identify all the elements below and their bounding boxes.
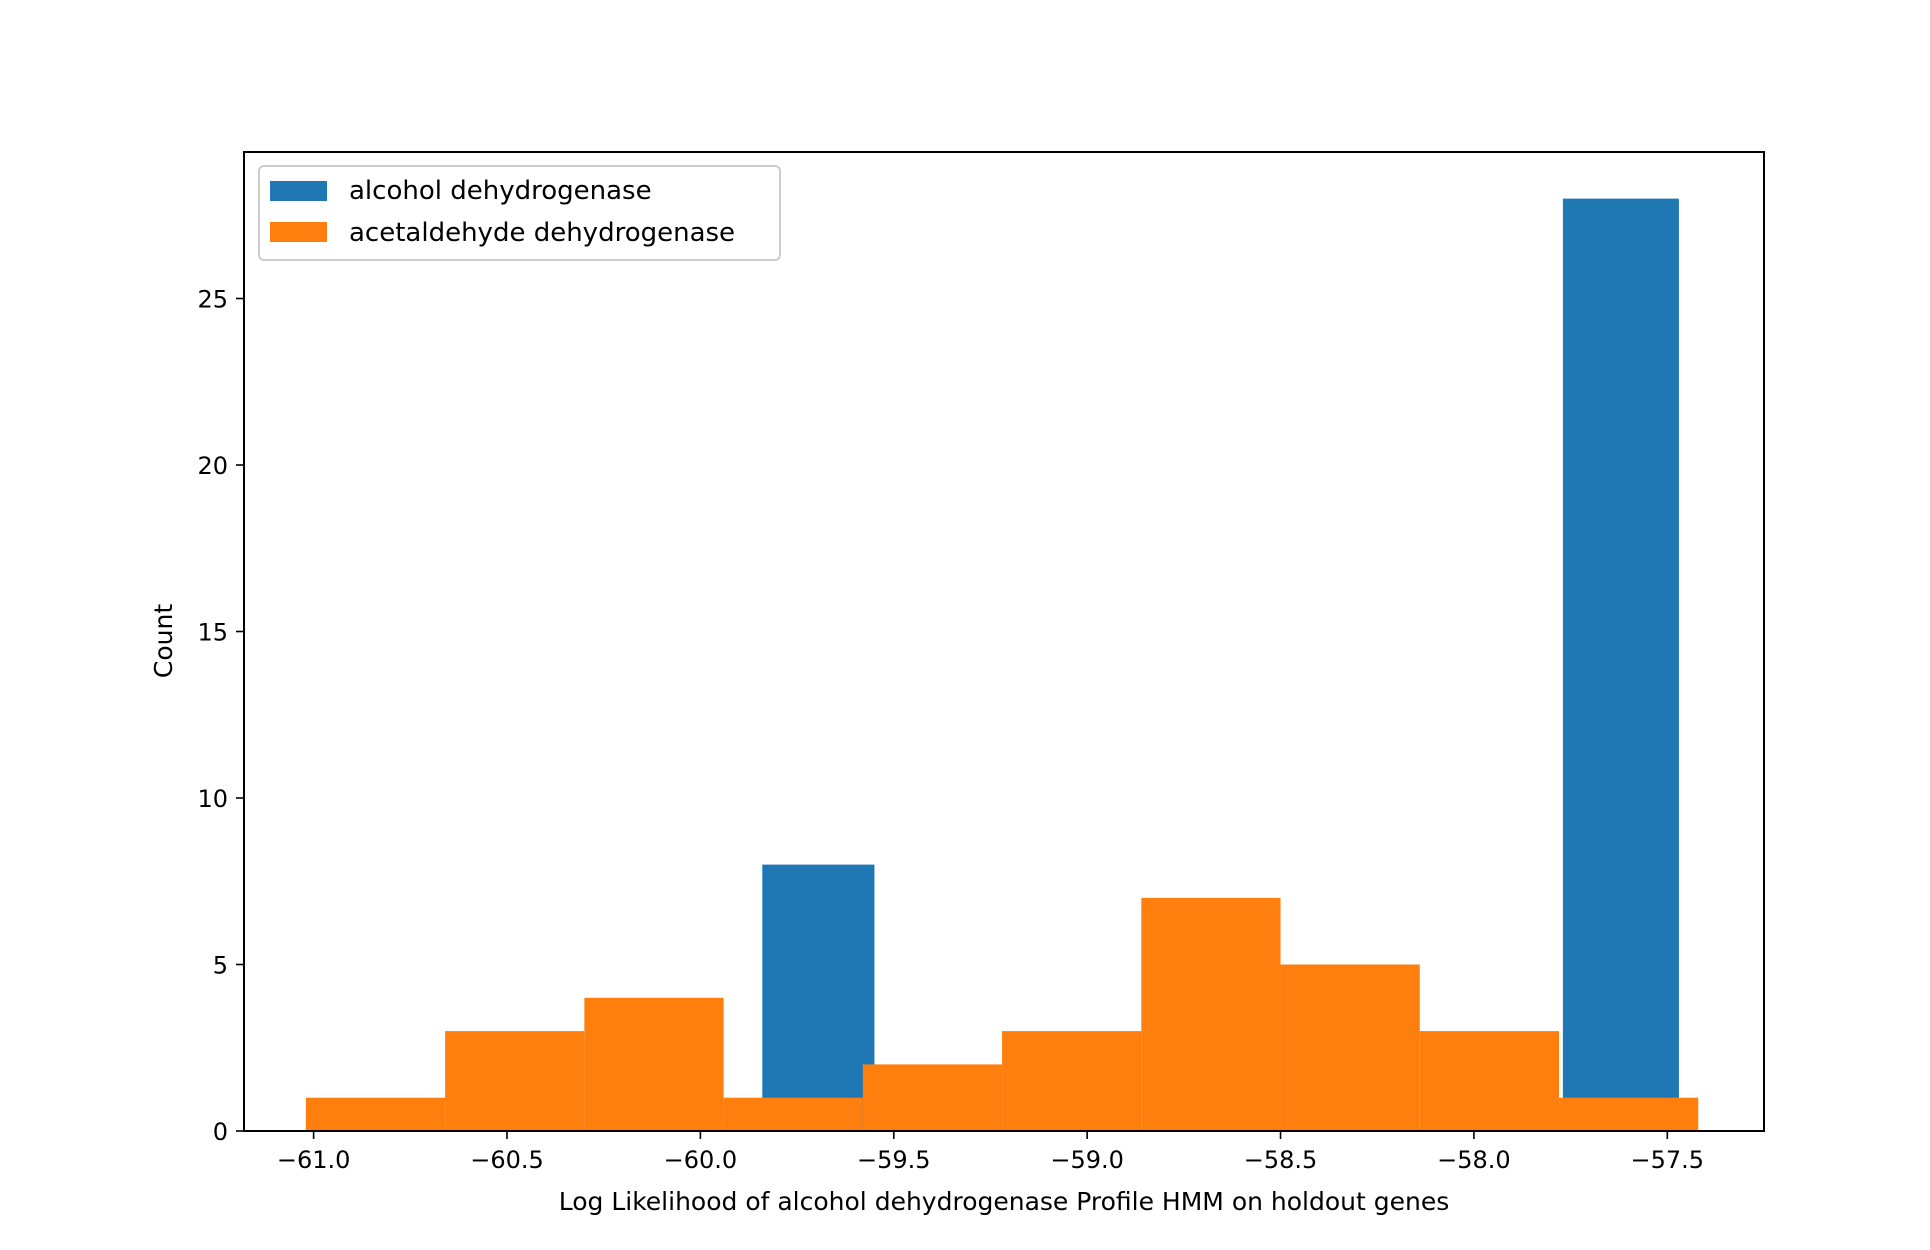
bar-acetaldehyde-dehydrogenase-5 bbox=[1002, 1031, 1142, 1131]
x-tick-label: −61.0 bbox=[277, 1146, 351, 1174]
y-tick-label: 0 bbox=[213, 1118, 228, 1146]
y-axis-label: Count bbox=[149, 604, 178, 678]
bar-acetaldehyde-dehydrogenase-0 bbox=[305, 1097, 446, 1131]
plot-frame bbox=[243, 151, 1765, 1132]
bar-acetaldehyde-dehydrogenase-3 bbox=[723, 1097, 863, 1131]
y-tick-label: 15 bbox=[197, 619, 228, 647]
y-axis: 0 5 10 15 20 25 bbox=[197, 286, 244, 1146]
x-tick-label: −60.5 bbox=[470, 1146, 544, 1174]
bar-alcohol-dehydrogenase-1 bbox=[1562, 198, 1679, 1132]
legend-box bbox=[258, 165, 781, 261]
x-tick-label: −59.5 bbox=[857, 1146, 931, 1174]
legend: alcohol dehydrogenase acetaldehyde dehyd… bbox=[258, 165, 781, 261]
y-tick-label: 20 bbox=[197, 452, 228, 480]
bar-alcohol-dehydrogenase-0 bbox=[762, 864, 875, 1131]
legend-label-acetaldehyde-dehydrogenase: acetaldehyde dehydrogenase bbox=[349, 218, 735, 248]
x-tick-label: −58.5 bbox=[1244, 1146, 1318, 1174]
x-tick-label: −60.0 bbox=[664, 1146, 738, 1174]
x-tick-label: −58.0 bbox=[1437, 1146, 1511, 1174]
bar-acetaldehyde-dehydrogenase-4 bbox=[862, 1064, 1003, 1131]
bar-acetaldehyde-dehydrogenase-1 bbox=[445, 1031, 585, 1131]
x-axis: −61.0 −60.5 −60.0 −59.5 −59.0 −58.5 −58.0 −57.5 bbox=[277, 1131, 1704, 1174]
legend-swatch-alcohol-dehydrogenase bbox=[270, 181, 327, 201]
x-axis-label: Log Likelihood of alcohol dehydrogenase … bbox=[559, 1187, 1450, 1216]
bar-acetaldehyde-dehydrogenase-7 bbox=[1280, 964, 1420, 1131]
y-tick-label: 10 bbox=[197, 785, 228, 813]
bar-acetaldehyde-dehydrogenase-2 bbox=[584, 997, 724, 1131]
x-tick-label: −59.0 bbox=[1050, 1146, 1124, 1174]
y-tick-label: 25 bbox=[197, 286, 228, 314]
bars-layer bbox=[305, 198, 1699, 1132]
x-tick-label: −57.5 bbox=[1631, 1146, 1705, 1174]
y-tick-label: 5 bbox=[213, 952, 228, 980]
bar-acetaldehyde-dehydrogenase-6 bbox=[1141, 897, 1281, 1131]
legend-swatch-acetaldehyde-dehydrogenase bbox=[270, 222, 327, 242]
bar-acetaldehyde-dehydrogenase-8 bbox=[1419, 1031, 1560, 1131]
bar-acetaldehyde-dehydrogenase-9 bbox=[1559, 1097, 1699, 1131]
legend-label-alcohol-dehydrogenase: alcohol dehydrogenase bbox=[349, 176, 652, 206]
